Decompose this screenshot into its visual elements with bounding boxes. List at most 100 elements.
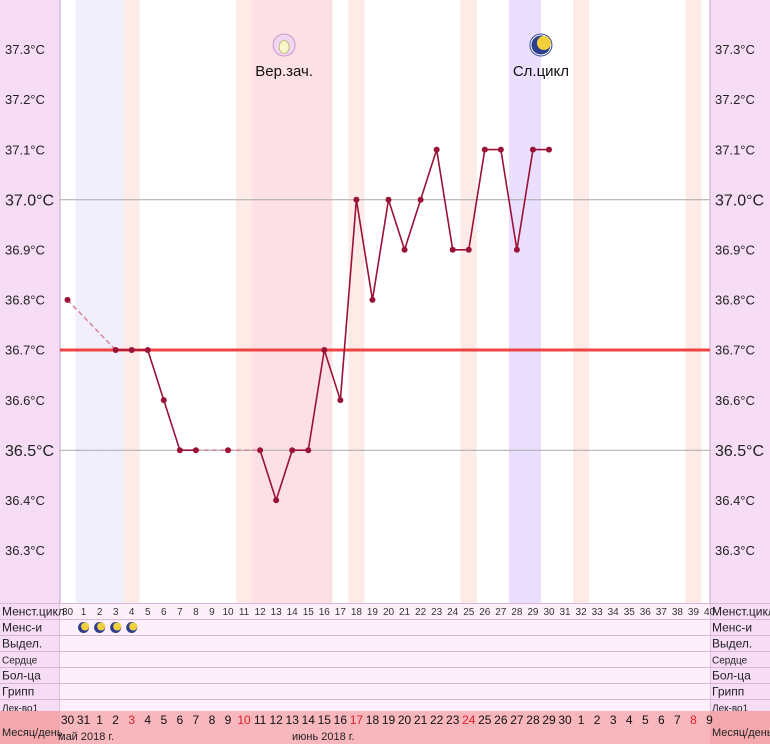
month-day-label: 5 — [160, 713, 167, 727]
data-point — [481, 146, 488, 153]
y-tick-label-left: 36.8°C — [5, 293, 45, 308]
cycle-day-label: 21 — [399, 607, 411, 618]
month-day-label: 9 — [706, 713, 713, 727]
row-label-left: Лек-во1 — [2, 704, 39, 715]
y-tick-label-right: 37.2°C — [715, 92, 755, 107]
weekend-band — [460, 0, 477, 603]
month-day-label: 7 — [674, 713, 681, 727]
month-day-label: 13 — [286, 713, 300, 727]
cycle-day-label: 1 — [81, 607, 87, 618]
y-tick-label-left: 36.5°C — [5, 443, 54, 460]
cycle-day-label: 32 — [576, 607, 588, 618]
row-label-right: Сердце — [712, 656, 748, 667]
series-segment — [355, 199, 374, 301]
cycle-day-label: 36 — [640, 607, 652, 618]
row-label-left: Менс-и — [2, 621, 42, 635]
y-tick-label-left: 37.1°C — [5, 142, 45, 157]
row-label-right: Грипп — [712, 685, 744, 699]
ovulation-drop-icon-egg — [278, 40, 290, 54]
month-day-label: 12 — [269, 713, 283, 727]
cycle-day-label: 18 — [351, 607, 363, 618]
month-day-label: 24 — [462, 713, 476, 727]
cycle-day-label: 23 — [431, 607, 443, 618]
series-gap-segment — [66, 299, 117, 351]
low-phase-band — [107, 0, 124, 603]
weekend-band — [573, 0, 590, 603]
fertile-window-band — [316, 0, 333, 603]
y-tick-label-right: 37.0°C — [715, 192, 764, 209]
data-point — [112, 347, 119, 353]
cycle-day-label: 17 — [335, 607, 347, 618]
cycle-day-label: 16 — [319, 607, 331, 618]
cycle-day-label: 22 — [415, 607, 427, 618]
month-day-label: 4 — [144, 713, 151, 727]
y-tick-label-right: 36.7°C — [715, 343, 755, 358]
y-tick-label-left: 36.3°C — [5, 543, 45, 558]
month-label: июнь 2018 г. — [292, 731, 355, 743]
row-label-left: Сердце — [2, 656, 38, 667]
y-tick-label-right: 37.1°C — [715, 142, 755, 157]
cycle-day-label: 7 — [177, 607, 183, 618]
month-day-label: 31 — [77, 713, 91, 727]
month-day-label: 1 — [578, 713, 585, 727]
y-tick-label-left: 36.9°C — [5, 242, 45, 257]
cycle-day-label: 34 — [608, 607, 620, 618]
y-tick-label-left: 36.6°C — [5, 393, 45, 408]
y-tick-label-right: 36.6°C — [715, 393, 755, 408]
data-point — [417, 196, 424, 203]
y-tick-label-right: 36.4°C — [715, 493, 755, 508]
data-point — [305, 447, 312, 454]
month-day-label: 2 — [112, 713, 119, 727]
low-phase-band — [91, 0, 108, 603]
cycle-day-label: 11 — [239, 607, 250, 618]
y-tick-label-left: 36.4°C — [5, 493, 45, 508]
series-segment — [371, 199, 390, 301]
month-day-label: 14 — [302, 713, 316, 727]
cycle-day-label: 15 — [303, 607, 315, 618]
cycle-day-label: 6 — [161, 607, 167, 618]
month-day-label: 6 — [658, 713, 665, 727]
data-point — [225, 447, 231, 454]
month-day-label: 17 — [350, 713, 364, 727]
series-segment — [323, 349, 342, 401]
y-tick-label-left: 37.3°C — [5, 42, 45, 57]
month-day-label: 20 — [398, 713, 412, 727]
row-label-left: Менст.цикл — [2, 605, 65, 619]
month-day-label: 7 — [193, 713, 200, 727]
cycle-day-label: 12 — [255, 607, 267, 618]
month-day-label: 16 — [334, 713, 348, 727]
cycle-day-label: 19 — [367, 607, 379, 618]
y-tick-label-right: 36.9°C — [715, 242, 755, 257]
month-day-label: 27 — [510, 713, 524, 727]
data-point — [176, 447, 183, 454]
cycle-day-label: 3 — [113, 607, 119, 618]
series-segment — [146, 349, 165, 401]
month-day-label: 11 — [254, 713, 267, 727]
series-segment — [516, 149, 534, 250]
data-point — [257, 447, 264, 454]
y-tick-label-left: 37.0°C — [5, 192, 54, 209]
series-segment — [163, 399, 181, 451]
data-point — [64, 296, 71, 303]
month-day-label: 4 — [626, 713, 633, 727]
data-point — [337, 397, 344, 404]
month-day-label: 23 — [446, 713, 460, 727]
annotation-label: Сл.цикл — [513, 63, 569, 80]
month-day-label: 26 — [494, 713, 508, 727]
moon-icon-crescent — [536, 36, 551, 50]
data-point — [144, 347, 151, 353]
cycle-day-label: 30 — [543, 607, 555, 618]
fertile-window-band — [252, 0, 269, 603]
fertile-window-band — [268, 0, 285, 603]
data-point — [385, 196, 392, 203]
date-bar-inner — [60, 711, 710, 744]
rows-background — [60, 603, 710, 711]
y-tick-label-left: 36.7°C — [5, 343, 45, 358]
data-point — [497, 146, 504, 153]
cycle-day-label: 20 — [383, 607, 395, 618]
y-tick-label-right: 36.8°C — [715, 293, 755, 308]
row-label-right: Лек-во1 — [712, 704, 749, 715]
cycle-day-label: 26 — [479, 607, 491, 618]
row-label-right: Менс-и — [712, 621, 752, 635]
